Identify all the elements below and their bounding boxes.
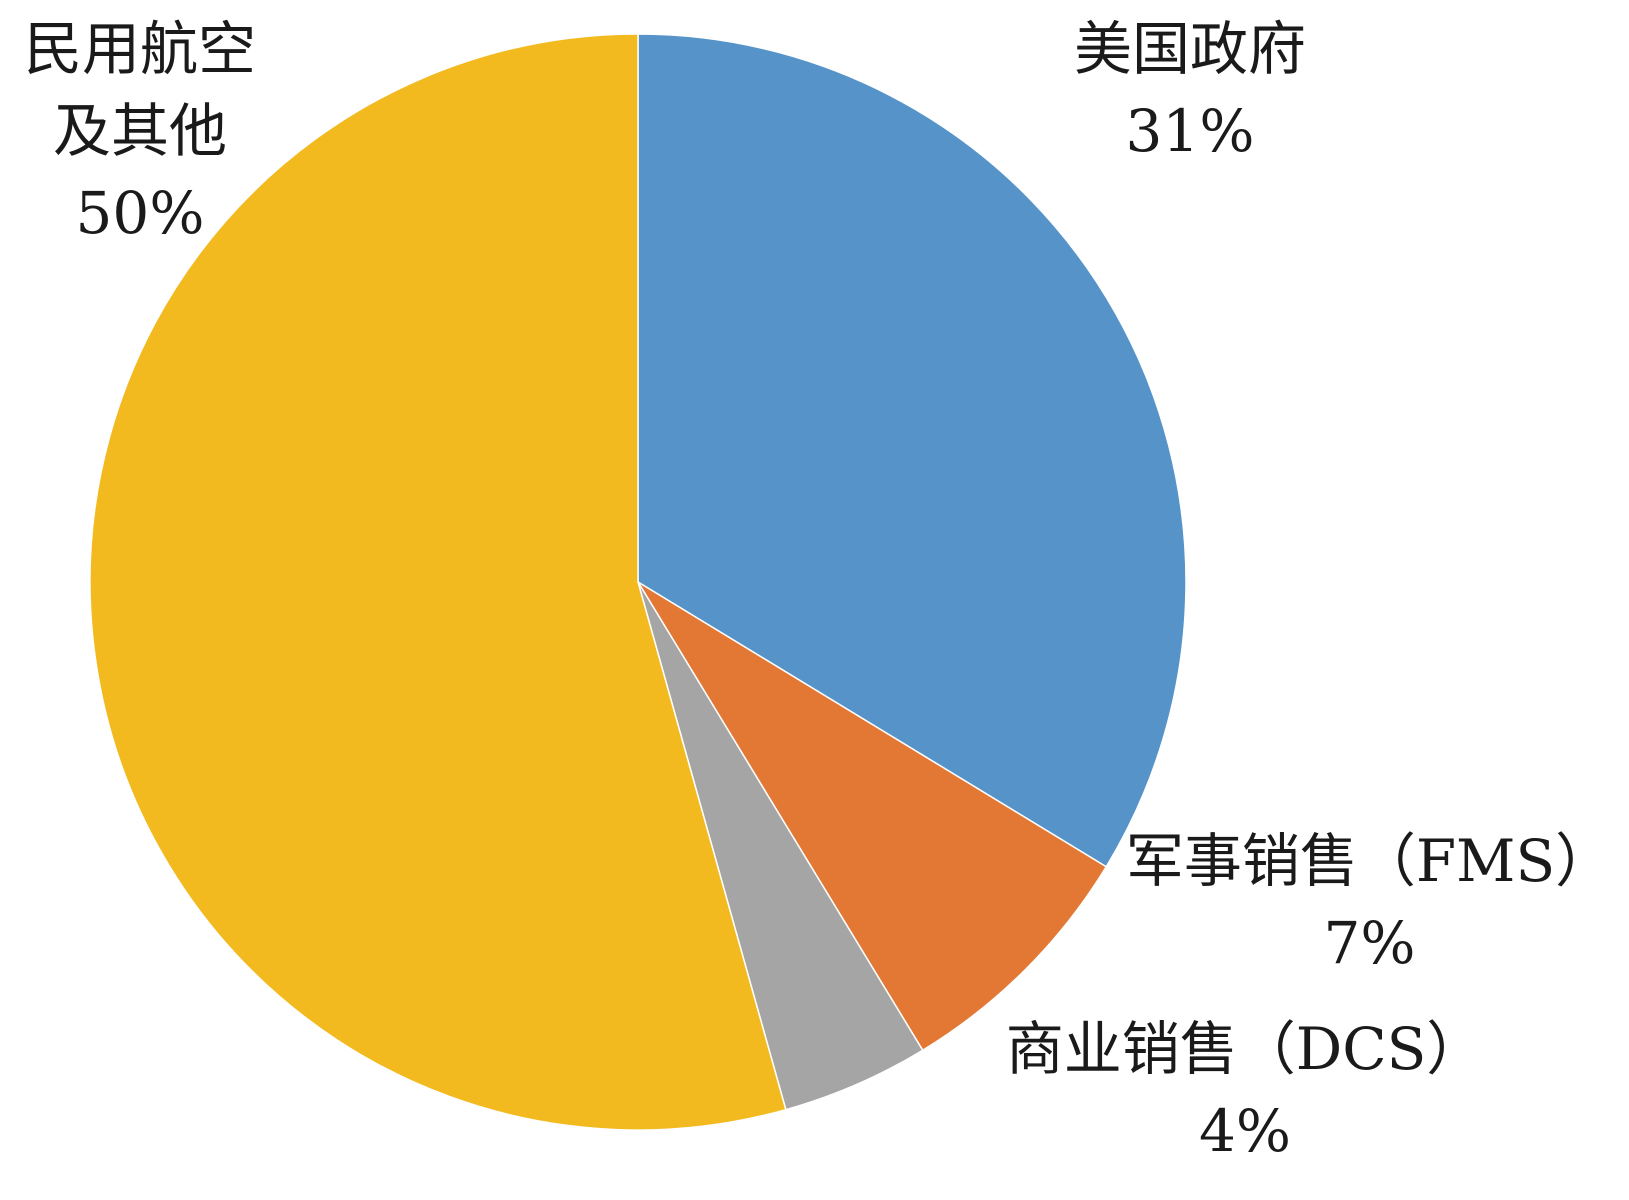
slice-name-line-2: 及其他 — [52, 97, 227, 165]
pie-slice-3 — [89, 33, 787, 1131]
pie-slice-1 — [637, 581, 1108, 1052]
slice-name-line-1: 民用航空 — [23, 15, 256, 83]
slice-percent: 50% — [75, 179, 205, 247]
slice-name: 军事销售（FMS） — [1125, 827, 1614, 895]
slice-label-fms: 军事销售（FMS） 7% — [1110, 820, 1629, 984]
slice-label-civil-aviation: 民用航空 及其他 50% — [0, 8, 280, 254]
pie-slice-0 — [637, 33, 1187, 868]
pie-slices — [89, 33, 1187, 1131]
slice-percent: 7% — [1323, 909, 1416, 977]
slice-label-dcs: 商业销售（DCS） 4% — [975, 1008, 1515, 1172]
slice-label-us-government: 美国政府 31% — [1040, 8, 1340, 172]
slice-percent: 4% — [1198, 1097, 1291, 1165]
slice-percent: 31% — [1125, 97, 1255, 165]
slice-name: 商业销售（DCS） — [1005, 1015, 1485, 1083]
slice-name: 美国政府 — [1073, 15, 1306, 83]
